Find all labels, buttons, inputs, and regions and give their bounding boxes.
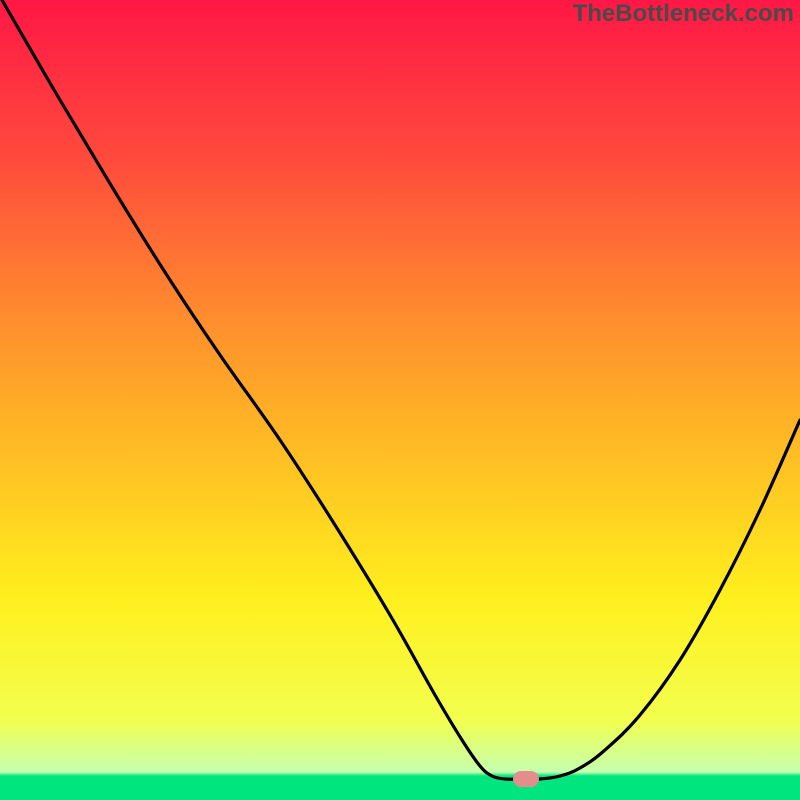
optimal-marker xyxy=(513,771,539,787)
bottleneck-curve xyxy=(2,0,800,779)
chart-container: TheBottleneck.com xyxy=(0,0,800,800)
watermark-text: TheBottleneck.com xyxy=(573,0,794,28)
curve-svg xyxy=(0,0,800,800)
